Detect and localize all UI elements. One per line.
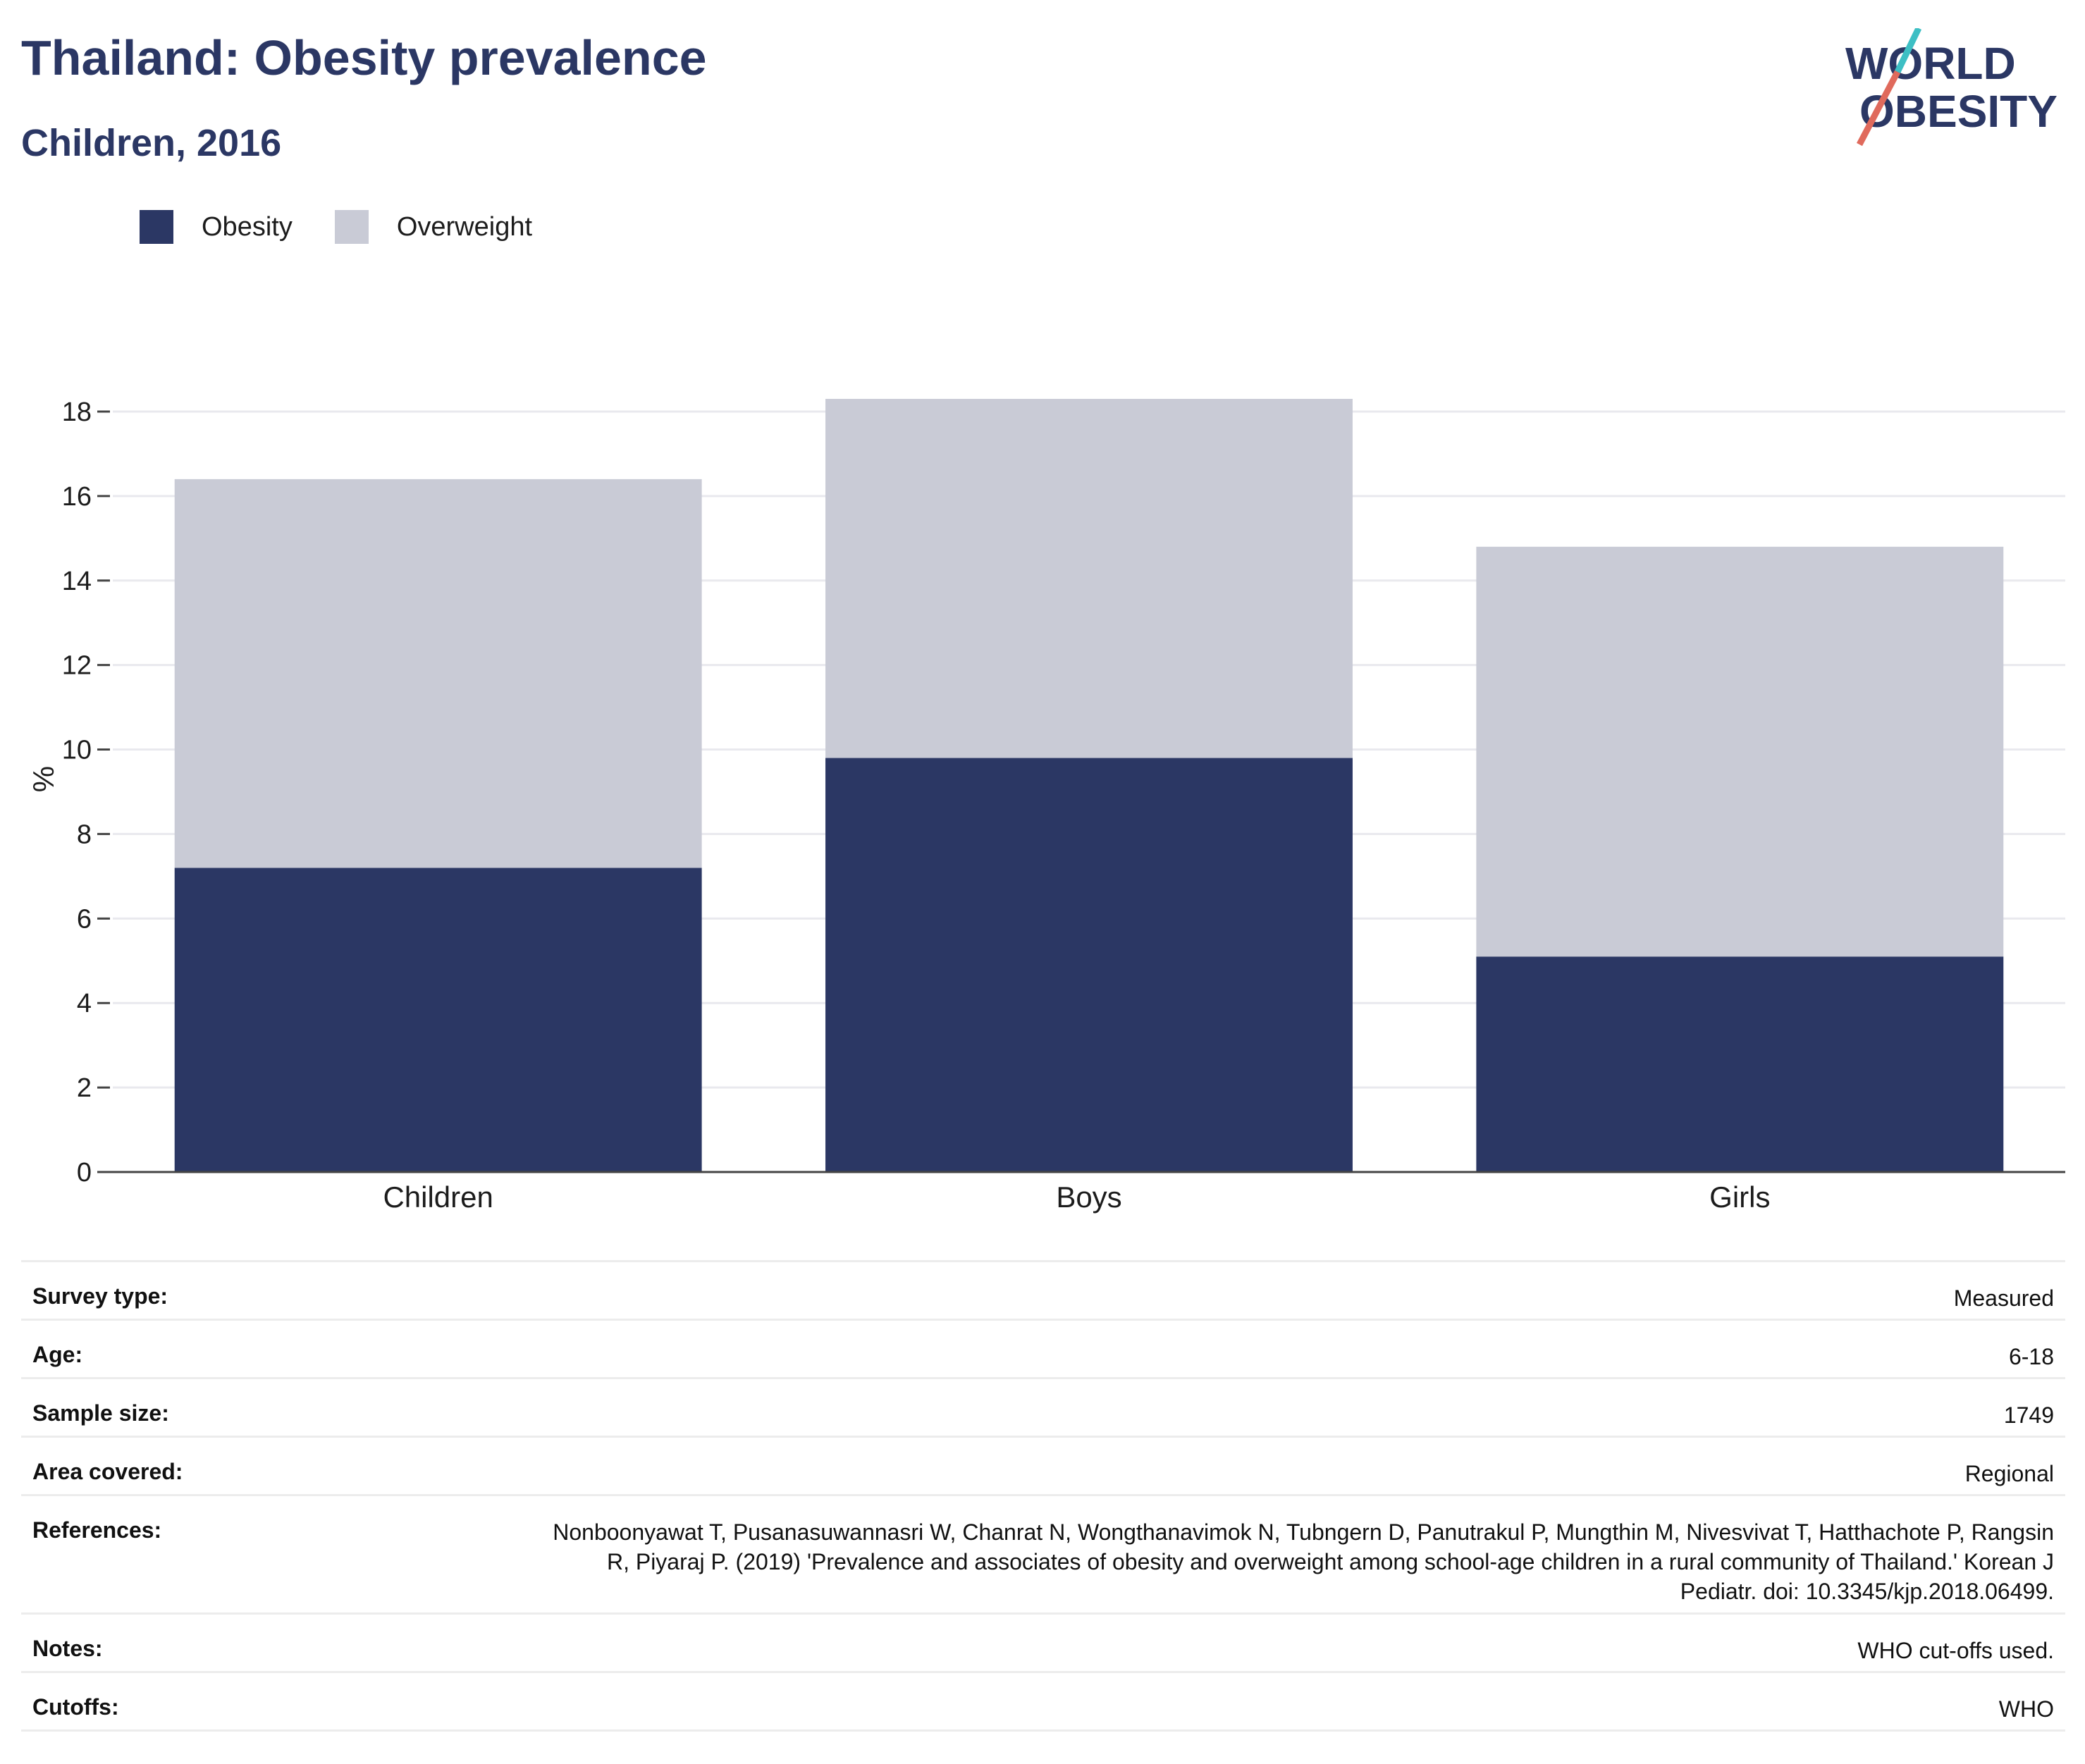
info-label: Area covered: [32,1459,183,1484]
y-tick-label: 6 [77,904,92,934]
info-row-age: Age: 6-18 [21,1321,2065,1379]
bar-overweight-children [174,479,702,868]
legend-swatch-obesity [140,210,173,244]
info-row-cutoffs: Cutoffs: WHO [21,1673,2065,1732]
bar-overweight-boys [825,398,1353,758]
logo-slash-teal [1894,28,1922,73]
y-axis-label: % [27,766,60,792]
bar-obesity-children [174,868,702,1172]
bar-obesity-girls [1476,956,2004,1172]
y-tick-label: 8 [77,820,92,849]
info-label: Age: [32,1342,83,1367]
bar-overweight-girls [1476,546,2004,957]
legend-swatch-overweight [334,210,369,244]
logo-line1: WORLD [1845,38,2016,89]
info-label: Notes: [32,1636,103,1661]
y-tick-label: 0 [77,1158,92,1188]
legend-label-obesity: Obesity [202,211,293,242]
info-value: WHO [1998,1696,2054,1722]
info-row-references: References: Nonboonyawat T, Pusanasuwann… [21,1496,2065,1615]
legend: Obesity Overweight [140,210,574,244]
info-value-references: Nonboonyawat T, Pusanasuwannasri W, Chan… [553,1519,2054,1604]
x-tick-label: Girls [1709,1180,1770,1214]
y-tick-label: 2 [77,1073,92,1103]
info-row-sample-size: Sample size: 1749 [21,1379,2065,1438]
info-value: Regional [1964,1461,2054,1486]
y-tick-label: 10 [62,736,92,765]
y-tick-label: 12 [62,651,92,681]
info-label: Survey type: [32,1283,168,1309]
y-tick-label: 4 [77,989,92,1018]
info-value: WHO cut-offs used. [1857,1638,2054,1663]
legend-item-overweight[interactable]: Overweight [334,210,533,244]
x-tick-label: Children [383,1180,493,1214]
logo-line2: OBESITY [1859,86,2058,137]
info-row-area-covered: Area covered: Regional [21,1438,2065,1496]
legend-label-overweight: Overweight [396,211,533,242]
info-row-notes: Notes: WHO cut-offs used. [21,1615,2065,1673]
y-tick-label: 14 [62,567,92,596]
info-value: 6-18 [2008,1344,2054,1369]
logo-slash-coral [1857,70,1900,147]
world-obesity-logo: WORLD OBESITY [1845,28,2058,147]
info-row-survey-type: Survey type: Measured [21,1262,2065,1321]
info-label: Sample size: [32,1400,169,1426]
chart-title: Thailand: Obesity prevalence [21,30,707,85]
info-label: References: [32,1517,162,1543]
x-tick-label: Boys [1056,1180,1121,1214]
survey-info-table: Survey type: Measured Age: 6-18 Sample s… [21,1260,2065,1732]
info-value: Measured [1953,1285,2054,1311]
stacked-bar-chart: 0 2 4 6 8 10 12 14 16 18% Children Boys Girls [27,397,2065,1214]
y-tick-label: 18 [62,397,92,427]
info-label: Cutoffs: [32,1694,119,1720]
info-value: 1749 [2003,1402,2054,1428]
legend-item-obesity[interactable]: Obesity [140,210,293,244]
y-tick-label: 16 [62,482,92,512]
bar-obesity-boys [825,758,1353,1172]
chart-subtitle: Children, 2016 [21,122,282,164]
